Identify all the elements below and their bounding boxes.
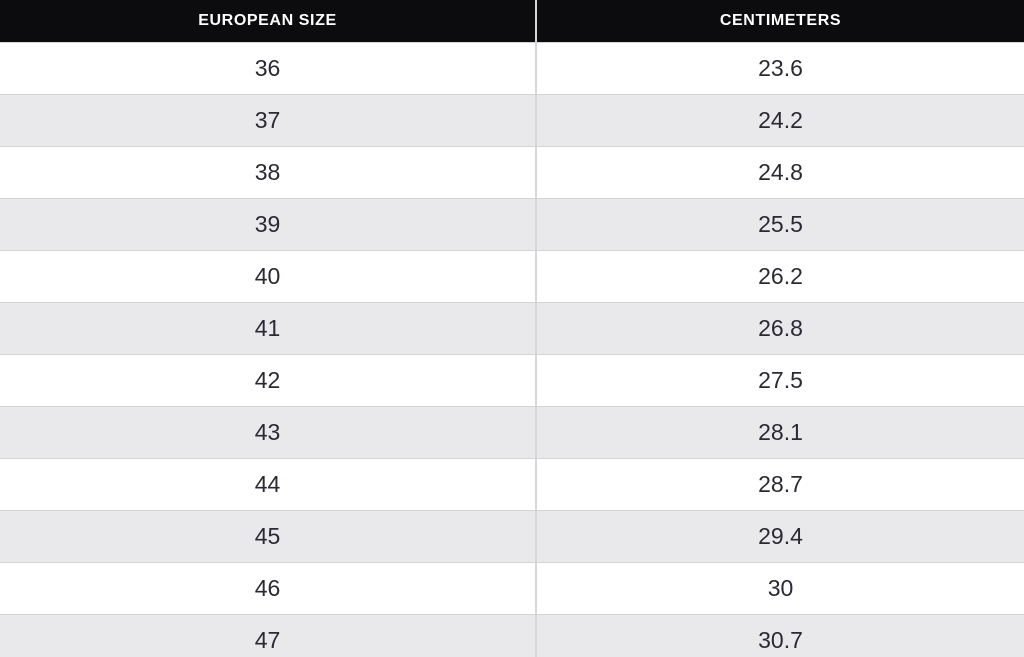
cell-centimeters: 29.4 <box>535 510 1024 563</box>
cell-centimeters: 28.7 <box>535 458 1024 511</box>
cell-centimeters: 26.8 <box>535 302 1024 355</box>
cell-european-size: 46 <box>0 562 536 615</box>
column-header-centimeters: CENTIMETERS <box>535 0 1024 43</box>
table-row: 41 26.8 <box>0 302 1024 355</box>
cell-european-size: 36 <box>0 42 536 95</box>
table-row: 40 26.2 <box>0 250 1024 303</box>
table-row: 42 27.5 <box>0 354 1024 407</box>
cell-centimeters: 23.6 <box>535 42 1024 95</box>
cell-centimeters: 28.1 <box>535 406 1024 459</box>
cell-centimeters: 24.2 <box>535 94 1024 147</box>
cell-centimeters: 30.7 <box>535 614 1024 657</box>
table-row: 44 28.7 <box>0 458 1024 511</box>
cell-european-size: 42 <box>0 354 536 407</box>
table-row: 36 23.6 <box>0 42 1024 95</box>
cell-centimeters: 24.8 <box>535 146 1024 199</box>
cell-european-size: 44 <box>0 458 536 511</box>
table-header: EUROPEAN SIZE CENTIMETERS <box>0 0 1024 43</box>
table-row: 47 30.7 <box>0 614 1024 657</box>
column-header-european-size: EUROPEAN SIZE <box>0 0 536 43</box>
table-row: 38 24.8 <box>0 146 1024 199</box>
table-row: 39 25.5 <box>0 198 1024 251</box>
cell-centimeters: 26.2 <box>535 250 1024 303</box>
cell-european-size: 47 <box>0 614 536 657</box>
cell-european-size: 37 <box>0 94 536 147</box>
cell-european-size: 40 <box>0 250 536 303</box>
cell-european-size: 41 <box>0 302 536 355</box>
table-row: 46 30 <box>0 562 1024 615</box>
table-row: 43 28.1 <box>0 406 1024 459</box>
cell-centimeters: 30 <box>535 562 1024 615</box>
table-body: 36 23.6 37 24.2 38 24.8 39 25.5 40 26.2 … <box>0 42 1024 657</box>
cell-european-size: 39 <box>0 198 536 251</box>
cell-european-size: 45 <box>0 510 536 563</box>
table-row: 37 24.2 <box>0 94 1024 147</box>
cell-european-size: 38 <box>0 146 536 199</box>
table-row: 45 29.4 <box>0 510 1024 563</box>
cell-centimeters: 27.5 <box>535 354 1024 407</box>
cell-centimeters: 25.5 <box>535 198 1024 251</box>
cell-european-size: 43 <box>0 406 536 459</box>
header-row: EUROPEAN SIZE CENTIMETERS <box>0 0 1024 43</box>
